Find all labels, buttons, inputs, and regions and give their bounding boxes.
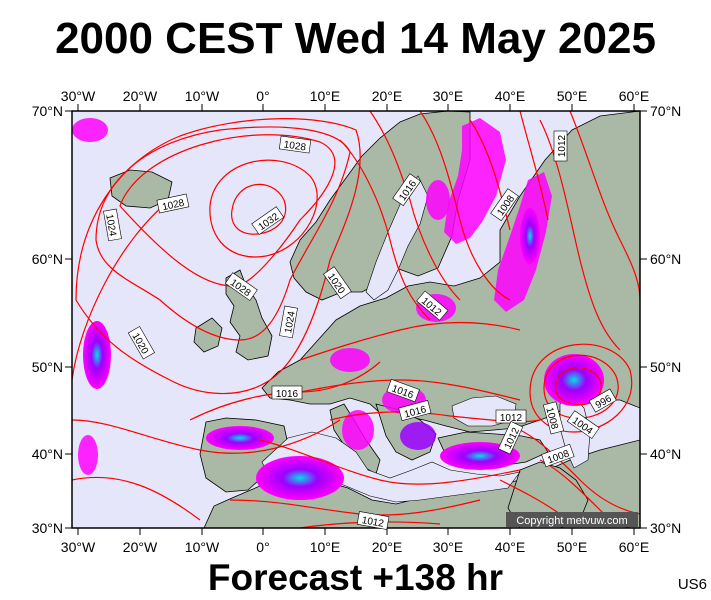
isobar-label: 1028 <box>283 139 307 153</box>
frame-ticks <box>65 104 647 535</box>
lon-label: 10°W <box>185 539 220 555</box>
isobar-north-3 <box>419 111 511 301</box>
precip-caspian-low <box>544 354 604 406</box>
lon-label: 60°E <box>619 539 650 555</box>
lon-label: 10°E <box>310 88 341 104</box>
lon-label: 40°E <box>495 539 526 555</box>
precipitation-areas <box>72 118 604 500</box>
lat-label: 70°N <box>32 103 63 119</box>
copyright-text: Copyright metvuw.com <box>516 515 627 527</box>
precip-finland <box>426 180 450 220</box>
ireland-land <box>193 317 223 353</box>
isobar-lines <box>72 111 640 528</box>
lon-label: 30°E <box>433 539 464 555</box>
isobar-label: 1012 <box>557 134 568 157</box>
forecast-label: Forecast +138 hr <box>207 557 504 598</box>
lat-label: 30°N <box>650 520 681 536</box>
precip-central-europe <box>330 348 370 372</box>
lat-label: 30°N <box>32 520 63 536</box>
lat-label: 40°N <box>32 446 63 462</box>
lon-label: 20°E <box>372 88 403 104</box>
isobar-east-3 <box>499 479 561 515</box>
isobar-north-2 <box>369 111 461 301</box>
isobar-ring-2 <box>72 476 201 521</box>
precip-norway <box>444 118 506 244</box>
isobar-1020 <box>75 118 361 395</box>
lon-label: 60°E <box>619 88 650 104</box>
isobar-1024 <box>95 126 351 341</box>
isobar-ring-1 <box>72 419 341 454</box>
lat-label: 70°N <box>650 103 681 119</box>
copyright-box <box>506 512 638 527</box>
map-frame <box>71 110 641 529</box>
precip-iberia <box>206 426 274 450</box>
isobar-low-3 <box>529 343 633 433</box>
lat-label: 40°N <box>650 446 681 462</box>
precip-arctic-west <box>72 118 108 142</box>
lon-label: 50°E <box>557 88 588 104</box>
isobar-north-4 <box>469 119 511 231</box>
lon-label: 50°E <box>557 539 588 555</box>
lat-label: 60°N <box>32 251 63 267</box>
lon-label: 40°E <box>495 88 526 104</box>
longitude-labels-bottom: 30°W 20°W 10°W 0° 10°E 20°E 30°E 40°E 50… <box>61 539 649 555</box>
isobar-1028-inner <box>209 159 318 258</box>
isobar-label: 1028 <box>161 198 185 213</box>
isobar-east-1 <box>519 429 640 515</box>
isobar-label: 1012 <box>361 515 385 530</box>
isobar-russia-3 <box>569 111 640 301</box>
isobar-1032 <box>231 183 287 235</box>
lon-label: 30°W <box>61 88 96 104</box>
lat-label: 50°N <box>32 359 63 375</box>
lon-label: 20°W <box>123 88 158 104</box>
lon-label: 20°W <box>123 539 158 555</box>
isobar-north-1 <box>339 139 431 321</box>
lon-label: 30°W <box>61 539 96 555</box>
precip-greece <box>400 422 436 450</box>
isobar-1028-outer <box>119 134 336 287</box>
isobar-label: 1012 <box>500 413 523 424</box>
lon-label: 0° <box>256 539 269 555</box>
precip-atlantic-south <box>78 435 98 475</box>
precip-russia-core <box>520 208 540 264</box>
precip-atlantic <box>83 321 111 389</box>
lon-label: 10°W <box>185 88 220 104</box>
isobar-label: 1024 <box>103 213 118 237</box>
lat-label: 50°N <box>650 359 681 375</box>
longitude-labels-top: 30°W 20°W 10°W 0° 10°E 20°E 30°E 40°E 50… <box>61 88 649 104</box>
precip-north-africa <box>256 456 344 500</box>
isobar-label: 1016 <box>276 389 299 400</box>
map-title: 2000 CEST Wed 14 May 2025 <box>55 14 656 63</box>
isobar-label: 1024 <box>283 310 298 334</box>
precip-italy <box>342 410 374 450</box>
lon-label: 30°E <box>433 88 464 104</box>
baltic-sea <box>365 175 429 301</box>
lon-label: 20°E <box>372 539 403 555</box>
isobar-central-2 <box>279 379 521 401</box>
isobar-central-1 <box>299 321 521 361</box>
latitude-labels-right: 70°N 60°N 50°N 40°N 30°N <box>650 103 681 536</box>
lat-label: 60°N <box>650 251 681 267</box>
isobar-russia-2 <box>519 111 549 221</box>
model-code: US6 <box>677 576 707 593</box>
latitude-labels-left: 70°N 60°N 50°N 40°N 30°N <box>32 103 63 536</box>
lon-label: 10°E <box>310 539 341 555</box>
isobar-south-1 <box>259 439 521 485</box>
lon-label: 0° <box>256 88 269 104</box>
